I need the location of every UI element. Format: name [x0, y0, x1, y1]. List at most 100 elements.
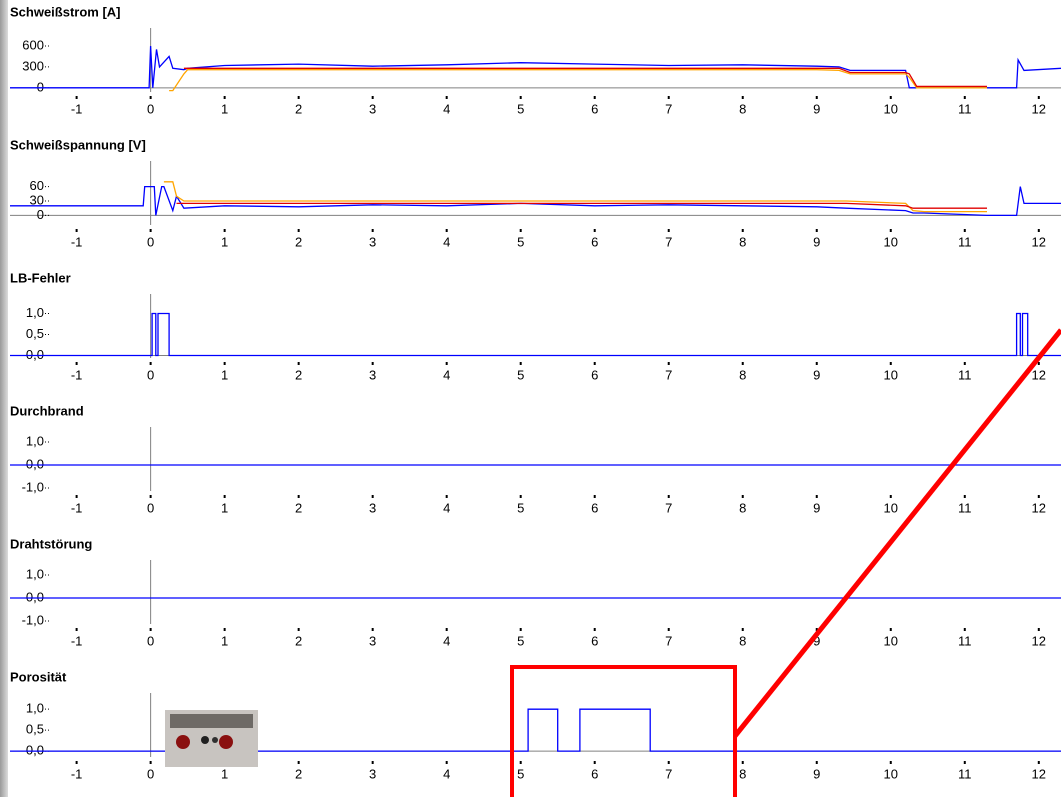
thumbnail-band [170, 714, 253, 728]
x-tick-label: -1 [71, 367, 83, 382]
x-tick-label: 4 [443, 101, 450, 116]
x-tick-label: 5 [517, 500, 524, 515]
x-tick-label: 10 [884, 500, 898, 515]
x-tick-label: 4 [443, 766, 450, 781]
x-tick-label: 11 [958, 234, 972, 249]
thumbnail-spot [201, 736, 209, 744]
highlight-pointer [733, 328, 1061, 738]
x-tick-label: 2 [295, 101, 302, 116]
x-tick-label: 9 [813, 766, 820, 781]
x-tick-label: 3 [369, 234, 376, 249]
x-tick-label: 7 [665, 500, 672, 515]
x-tick-label: 5 [517, 234, 524, 249]
x-tick-label: 2 [295, 766, 302, 781]
x-tick-label: 3 [369, 101, 376, 116]
panel-title: Drahtstörung [10, 536, 92, 551]
x-tick-label: 1 [221, 500, 228, 515]
x-tick-label: 6 [591, 766, 598, 781]
y-tick-label: 1,0 [26, 701, 44, 716]
y-tick-label: 0 [37, 207, 44, 222]
y-tick-label: 300 [22, 58, 44, 73]
x-tick-label: 10 [884, 633, 898, 648]
x-tick-label: 11 [958, 633, 972, 648]
x-tick-label: 2 [295, 234, 302, 249]
x-tick-label: 8 [739, 766, 746, 781]
x-tick-label: 9 [813, 101, 820, 116]
x-tick-label: 0 [147, 367, 154, 382]
y-tick-label: 0,5 [26, 326, 44, 341]
x-tick-label: 12 [1032, 500, 1046, 515]
signal-panel: Drahtstörung-1,00,01,0-1 0 1 2 3 4 5 6 7 8 9 10 11 12 [10, 536, 1061, 648]
x-tick-label: 6 [591, 234, 598, 249]
x-tick-label: 12 [1032, 101, 1046, 116]
x-tick-label: 4 [443, 234, 450, 249]
x-tick-label: 11 [958, 101, 972, 116]
thumbnail-spot [219, 735, 233, 749]
x-tick-label: -1 [71, 234, 83, 249]
y-tick-label: 0,0 [26, 743, 44, 758]
x-tick-label: 0 [147, 633, 154, 648]
panel-title: LB-Fehler [10, 270, 71, 285]
signal-line [163, 181, 987, 213]
x-tick-label: 12 [1032, 633, 1046, 648]
x-tick-label: 1 [221, 101, 228, 116]
y-tick-label: 0,0 [26, 456, 44, 471]
x-tick-label: 12 [1032, 234, 1046, 249]
y-tick-label: 600 [22, 37, 44, 52]
signal-line [183, 67, 987, 88]
y-tick-label: 0,5 [26, 722, 44, 737]
x-tick-label: 6 [591, 633, 598, 648]
x-tick-label: 0 [147, 766, 154, 781]
y-tick-label: -1,0 [22, 479, 44, 494]
x-tick-label: 8 [739, 101, 746, 116]
x-tick-label: 1 [221, 766, 228, 781]
signal-line [169, 69, 987, 92]
signal-line [176, 202, 987, 209]
thumbnail [165, 710, 258, 767]
signal-line [10, 708, 1061, 752]
x-tick-label: 11 [958, 766, 972, 781]
x-tick-label: 11 [958, 367, 972, 382]
x-tick-label: 5 [517, 367, 524, 382]
x-tick-label: 10 [884, 766, 898, 781]
x-tick-label: 10 [884, 234, 898, 249]
thumbnail-spot [176, 735, 190, 749]
x-tick-label: 9 [813, 500, 820, 515]
x-tick-label: 1 [221, 367, 228, 382]
signal-line [10, 185, 1061, 217]
y-tick-label: 1,0 [26, 433, 44, 448]
y-tick-label: -1,0 [22, 612, 44, 627]
x-tick-label: 4 [443, 367, 450, 382]
x-tick-label: 3 [369, 633, 376, 648]
x-tick-label: 9 [813, 633, 820, 648]
x-tick-label: 5 [517, 766, 524, 781]
panel-title: Schweißspannung [V] [10, 137, 146, 152]
y-tick-label: 1,0 [26, 566, 44, 581]
signal-line [10, 312, 1061, 357]
x-tick-label: 6 [591, 101, 598, 116]
x-tick-label: 7 [665, 633, 672, 648]
x-tick-label: 0 [147, 234, 154, 249]
x-tick-label: 6 [591, 367, 598, 382]
x-tick-label: -1 [71, 500, 83, 515]
x-tick-label: 2 [295, 367, 302, 382]
x-tick-label: 11 [958, 500, 972, 515]
x-tick-label: 1 [221, 234, 228, 249]
x-tick-label: 8 [739, 633, 746, 648]
x-tick-label: 10 [884, 101, 898, 116]
x-tick-label: 0 [147, 500, 154, 515]
x-tick-label: 8 [739, 367, 746, 382]
x-tick-label: 10 [884, 367, 898, 382]
y-tick-label: 0,0 [26, 347, 44, 362]
x-tick-label: 6 [591, 500, 598, 515]
x-tick-label: 5 [517, 101, 524, 116]
signal-panel: Durchbrand-1,00,01,0-1 0 1 2 3 4 5 6 7 8 9 10 11 12 [10, 403, 1061, 515]
panel-title: Durchbrand [10, 403, 84, 418]
x-tick-label: 1 [221, 633, 228, 648]
x-tick-label: -1 [71, 633, 83, 648]
thumbnail-spot [212, 737, 218, 743]
panel-title: Schweißstrom [A] [10, 4, 121, 19]
